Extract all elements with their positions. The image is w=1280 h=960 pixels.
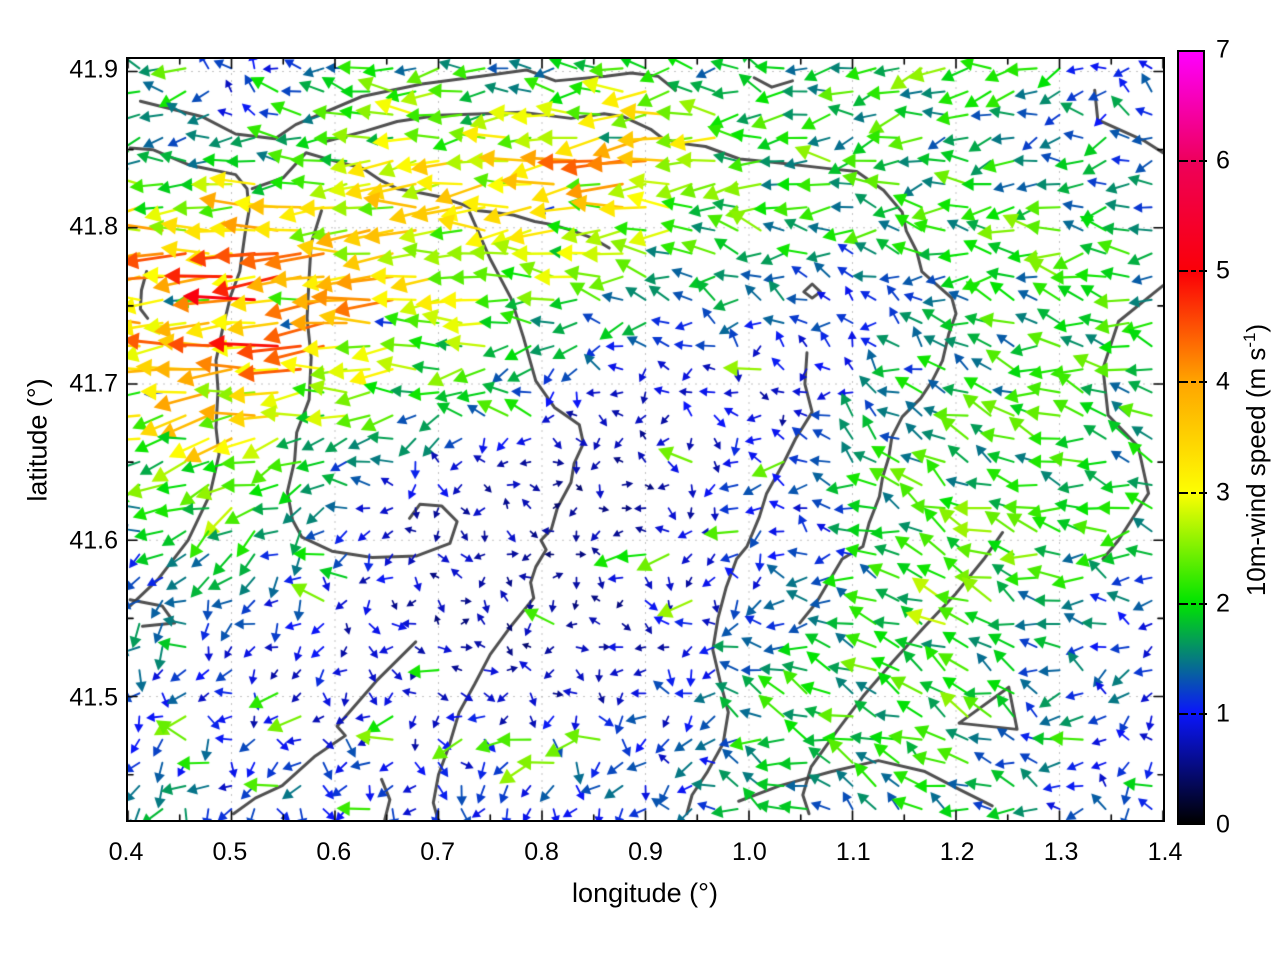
y-tick-label: 41.7 bbox=[69, 369, 118, 398]
colorbar-level-dash bbox=[1198, 159, 1207, 162]
colorbar-label-close: ) bbox=[1240, 323, 1271, 333]
colorbar-tick-label: 7 bbox=[1216, 35, 1230, 64]
colorbar-level-dash bbox=[1179, 491, 1188, 494]
x-tick-label: 0.4 bbox=[108, 838, 144, 866]
wind-vector-field-canvas bbox=[128, 59, 1163, 820]
colorbar-level-dash bbox=[1179, 159, 1188, 162]
colorbar-level-dash bbox=[1190, 381, 1196, 384]
colorbar-level-dash bbox=[1198, 270, 1207, 273]
colorbar-axis-label: 10m-wind speed (m s-1) bbox=[1240, 324, 1272, 596]
x-tick-label: 1.0 bbox=[732, 838, 767, 866]
colorbar-tick-label: 3 bbox=[1216, 478, 1230, 507]
colorbar-level-dash bbox=[1198, 602, 1207, 605]
y-axis-label: latitude (°) bbox=[22, 378, 53, 502]
colorbar-level-dash bbox=[1179, 713, 1188, 716]
colorbar-tick-label: 1 bbox=[1216, 699, 1230, 728]
x-axis-label: longitude (°) bbox=[572, 878, 718, 908]
y-tick-label: 41.8 bbox=[69, 212, 118, 241]
x-tick-label: 0.7 bbox=[420, 838, 456, 866]
x-tick-label: 1.2 bbox=[939, 838, 975, 866]
x-tick-label: 0.9 bbox=[628, 838, 663, 866]
y-tick-label: 41.5 bbox=[69, 683, 118, 712]
x-tick-label: 1.1 bbox=[835, 838, 871, 866]
colorbar-tick-label: 5 bbox=[1216, 256, 1230, 285]
colorbar-level-dash bbox=[1179, 381, 1188, 384]
colorbar-level-dash bbox=[1190, 602, 1196, 605]
y-tick-label: 41.9 bbox=[69, 55, 118, 84]
colorbar-label-superscript: -1 bbox=[1240, 332, 1260, 348]
colorbar-level-dash bbox=[1190, 491, 1196, 494]
plot-area bbox=[126, 57, 1165, 822]
colorbar-level-dash bbox=[1190, 713, 1196, 716]
x-tick-label: 1.3 bbox=[1043, 838, 1079, 866]
colorbar-level-dash bbox=[1179, 602, 1188, 605]
colorbar-level-dash bbox=[1190, 270, 1196, 273]
colorbar-level-dash bbox=[1190, 159, 1196, 162]
colorbar-level-dash bbox=[1179, 270, 1188, 273]
x-tick-label: 1.4 bbox=[1147, 838, 1183, 866]
colorbar-level-dash bbox=[1198, 491, 1207, 494]
colorbar-tick-label: 4 bbox=[1216, 367, 1230, 396]
colorbar-level-dash bbox=[1198, 381, 1207, 384]
colorbar bbox=[1177, 50, 1207, 825]
x-tick-label: 0.8 bbox=[524, 838, 559, 866]
colorbar-tick-label: 6 bbox=[1216, 146, 1230, 175]
y-tick-label: 41.6 bbox=[69, 526, 118, 555]
colorbar-tick-label: 2 bbox=[1216, 589, 1230, 618]
x-tick-label: 0.5 bbox=[212, 838, 248, 866]
colorbar-label-text: 10m-wind speed (m s bbox=[1240, 347, 1271, 597]
colorbar-tick-label: 0 bbox=[1216, 810, 1230, 839]
colorbar-level-dash bbox=[1198, 713, 1207, 716]
x-tick-label: 0.6 bbox=[316, 838, 352, 866]
